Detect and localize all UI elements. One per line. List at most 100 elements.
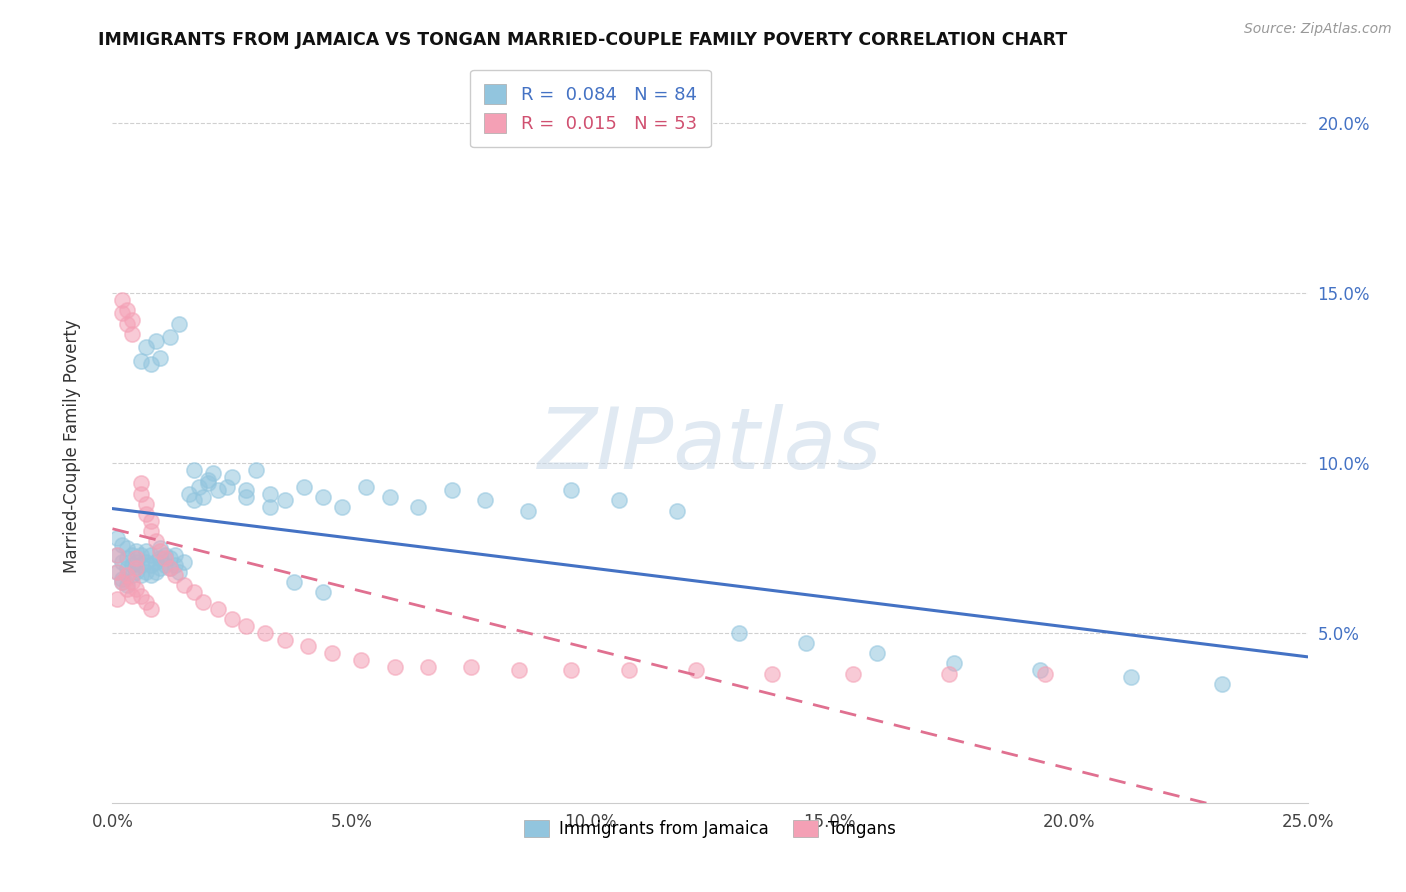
Point xyxy=(135,507,157,521)
Point xyxy=(145,534,167,549)
Point xyxy=(121,589,143,603)
Point xyxy=(163,558,186,572)
Point xyxy=(283,574,305,589)
Point xyxy=(145,555,167,569)
Point xyxy=(259,486,281,500)
Point xyxy=(297,640,319,654)
Point xyxy=(866,646,889,660)
Point xyxy=(292,480,315,494)
Point xyxy=(235,490,257,504)
Point xyxy=(159,561,181,575)
Point xyxy=(121,548,143,562)
Point xyxy=(105,548,128,562)
Point xyxy=(115,568,138,582)
Point xyxy=(105,565,128,579)
Point xyxy=(105,591,128,606)
Point xyxy=(1211,677,1233,691)
Point xyxy=(159,330,181,344)
Point xyxy=(115,551,138,566)
Point xyxy=(129,476,152,491)
Point xyxy=(129,568,152,582)
Point xyxy=(193,490,215,504)
Point xyxy=(139,514,162,528)
Point xyxy=(460,660,482,674)
Point xyxy=(111,574,134,589)
Text: IMMIGRANTS FROM JAMAICA VS TONGAN MARRIED-COUPLE FAMILY POVERTY CORRELATION CHAR: IMMIGRANTS FROM JAMAICA VS TONGAN MARRIE… xyxy=(98,31,1067,49)
Point xyxy=(408,500,430,515)
Point xyxy=(183,493,205,508)
Point xyxy=(163,548,186,562)
Point xyxy=(259,500,281,515)
Point xyxy=(354,480,377,494)
Point xyxy=(169,317,191,331)
Point xyxy=(125,565,148,579)
Point xyxy=(842,666,865,681)
Point xyxy=(169,565,191,579)
Point xyxy=(135,595,157,609)
Point xyxy=(254,626,277,640)
Point xyxy=(135,565,157,579)
Point xyxy=(149,541,172,555)
Point xyxy=(221,612,243,626)
Point xyxy=(129,558,152,572)
Point xyxy=(139,558,162,572)
Point xyxy=(121,568,143,582)
Point xyxy=(139,568,162,582)
Point xyxy=(207,602,229,616)
Point xyxy=(197,476,219,491)
Point xyxy=(135,544,157,558)
Point xyxy=(125,544,148,558)
Point xyxy=(129,589,152,603)
Point xyxy=(139,548,162,562)
Point xyxy=(378,490,401,504)
Point xyxy=(727,626,749,640)
Text: Married-Couple Family Poverty: Married-Couple Family Poverty xyxy=(63,319,82,573)
Point xyxy=(121,574,143,589)
Point xyxy=(177,486,200,500)
Point xyxy=(153,548,176,562)
Point xyxy=(149,551,172,566)
Point xyxy=(135,555,157,569)
Point xyxy=(207,483,229,498)
Point xyxy=(942,657,965,671)
Point xyxy=(617,663,640,677)
Point xyxy=(125,555,148,569)
Point xyxy=(129,486,152,500)
Legend: Immigrants from Jamaica, Tongans: Immigrants from Jamaica, Tongans xyxy=(517,813,903,845)
Point xyxy=(163,568,186,582)
Point xyxy=(111,574,134,589)
Point xyxy=(105,548,128,562)
Point xyxy=(149,351,172,365)
Point xyxy=(115,303,138,318)
Point xyxy=(149,561,172,575)
Point xyxy=(145,334,167,348)
Point xyxy=(159,561,181,575)
Point xyxy=(173,578,195,592)
Point xyxy=(193,595,215,609)
Point xyxy=(125,582,148,596)
Point xyxy=(115,582,138,596)
Point xyxy=(115,541,138,555)
Point xyxy=(173,555,195,569)
Point xyxy=(384,660,406,674)
Point xyxy=(105,565,128,579)
Point xyxy=(111,537,134,551)
Point xyxy=(111,555,134,569)
Point xyxy=(235,483,257,498)
Point xyxy=(273,493,295,508)
Point xyxy=(235,619,257,633)
Point xyxy=(139,524,162,538)
Point xyxy=(685,663,707,677)
Point xyxy=(159,551,181,566)
Point xyxy=(312,585,335,599)
Point xyxy=(607,493,630,508)
Point xyxy=(1033,666,1056,681)
Point xyxy=(794,636,817,650)
Point xyxy=(221,469,243,483)
Point xyxy=(139,602,162,616)
Point xyxy=(153,558,176,572)
Point xyxy=(111,572,134,586)
Point xyxy=(1119,670,1142,684)
Point xyxy=(105,531,128,545)
Point xyxy=(1029,663,1052,677)
